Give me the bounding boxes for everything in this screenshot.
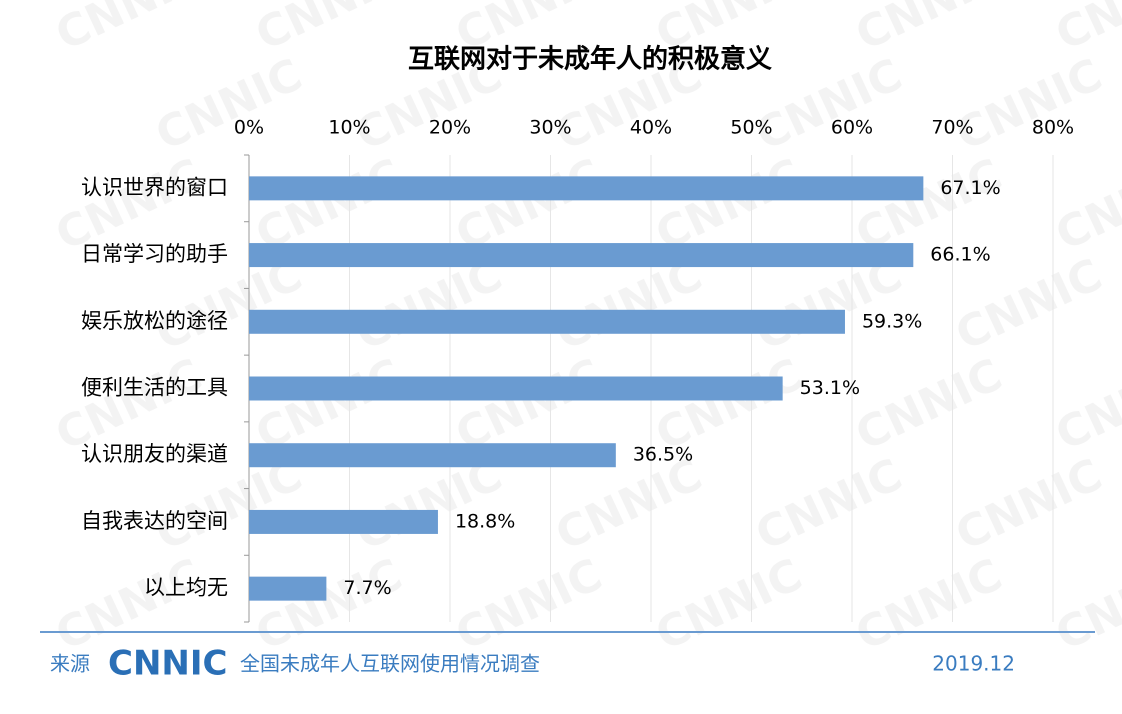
watermark: CNNIC [948, 449, 1110, 561]
bar [249, 376, 783, 401]
date: 2019.12 [932, 652, 1015, 676]
x-tick-label: 10% [328, 117, 370, 139]
x-tick-label: 40% [630, 117, 672, 139]
y-tick-label: 娱乐放松的途径 [81, 309, 228, 333]
y-tick-label: 日常学习的助手 [81, 242, 228, 266]
watermark: CNNIC [648, 549, 810, 661]
watermark: CNNIC [748, 49, 910, 161]
watermark: CNNIC [848, 0, 1010, 61]
x-tick-label: 0% [234, 117, 264, 139]
value-label: 59.3% [862, 310, 922, 332]
x-tick-label: 80% [1032, 117, 1074, 139]
watermark: CNNIC [148, 49, 310, 161]
y-tick-label: 便利生活的工具 [81, 376, 228, 400]
watermark: CNNIC [1048, 349, 1122, 461]
value-label: 18.8% [455, 510, 515, 532]
bar [249, 243, 914, 268]
bar [249, 576, 327, 601]
x-tick-label: 20% [429, 117, 471, 139]
watermark: CNNIC [1048, 149, 1122, 261]
value-label: 36.5% [633, 444, 693, 466]
watermark: CNNIC [248, 549, 410, 661]
watermark: CNNIC [448, 549, 610, 661]
value-label: 67.1% [940, 177, 1000, 199]
watermark: CNNIC [848, 549, 1010, 661]
x-tick-label: 30% [529, 117, 571, 139]
y-tick-label: 以上均无 [144, 576, 228, 600]
source-label: 来源 [50, 652, 90, 676]
y-tick-label: 认识世界的窗口 [81, 175, 228, 199]
value-label: 66.1% [930, 244, 990, 266]
watermark: CNNIC [248, 0, 410, 61]
watermark: CNNIC [48, 0, 210, 61]
survey-name: 全国未成年人互联网使用情况调查 [240, 652, 540, 676]
logo: CNNIC [108, 644, 227, 684]
y-tick-label: 自我表达的空间 [81, 509, 228, 533]
value-label: 7.7% [343, 577, 391, 599]
bar [249, 309, 845, 334]
x-tick-label: 60% [831, 117, 873, 139]
y-tick-label: 认识朋友的渠道 [81, 442, 228, 466]
bar [249, 443, 616, 468]
watermark: CNNIC [1048, 549, 1122, 661]
watermark: CNNIC [848, 349, 1010, 461]
chart-title: 互联网对于未成年人的积极意义 [408, 44, 772, 75]
bar [249, 176, 924, 201]
value-label: 53.1% [800, 377, 860, 399]
bar [249, 509, 438, 534]
x-tick-label: 50% [730, 117, 772, 139]
watermark: CNNIC [948, 49, 1110, 161]
watermark: CNNIC [748, 449, 910, 561]
x-tick-label: 70% [931, 117, 973, 139]
watermark: CNNIC [948, 249, 1110, 361]
